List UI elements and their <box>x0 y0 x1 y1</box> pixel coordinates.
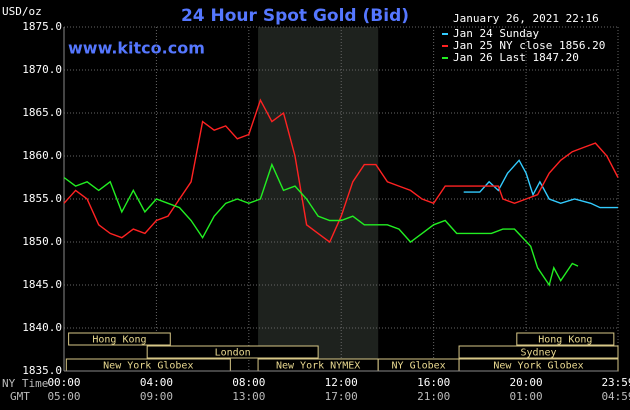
price-line <box>63 162 579 287</box>
session-label: NY Globex <box>392 361 446 372</box>
session-box <box>68 332 171 346</box>
x2-tick-label: 05:00 <box>47 390 80 403</box>
session-box <box>516 332 615 346</box>
x2-tick-label: 17:00 <box>325 390 358 403</box>
site-label: www.kitco.com <box>68 39 205 58</box>
y-tick-label: 1870.0 <box>22 63 62 76</box>
price-line <box>63 98 619 244</box>
x-tick-label: 00:00 <box>47 376 80 389</box>
session-label: London <box>215 348 251 359</box>
y-tick-label: 1855.0 <box>22 192 62 205</box>
x2-axis-label: GMT <box>10 390 30 403</box>
y-tick-label: 1845.0 <box>22 278 62 291</box>
legend-label: Jan 24 Sunday <box>453 27 539 40</box>
x-tick-label: 16:00 <box>417 376 450 389</box>
x-tick-label: 12:00 <box>325 376 358 389</box>
y-tick-label: 1835.0 <box>22 364 62 377</box>
session-label: New York Globex <box>493 361 583 372</box>
session-label: Hong Kong <box>538 335 592 346</box>
legend-label: Jan 26 Last 1847.20 <box>453 51 579 64</box>
x2-tick-label: 01:00 <box>509 390 542 403</box>
session-box <box>146 345 319 359</box>
y-tick-label: 1875.0 <box>22 20 62 33</box>
shaded-range <box>258 27 379 371</box>
y-axis-label: USD/oz <box>2 5 42 18</box>
x-tick-label: 04:00 <box>140 376 173 389</box>
y-tick-label: 1860.0 <box>22 149 62 162</box>
x-axis-label: NY Time <box>2 377 48 390</box>
session-label: Sydney <box>520 348 556 359</box>
session-label: New York NYMEX <box>276 361 360 372</box>
x-tick-label: 23:59 <box>601 376 630 389</box>
chart-title: 24 Hour Spot Gold (Bid) <box>181 6 409 26</box>
x2-tick-label: 04:59 <box>601 390 630 403</box>
x-tick-label: 08:00 <box>232 376 265 389</box>
session-label: New York Globex <box>103 361 193 372</box>
y-tick-label: 1865.0 <box>22 106 62 119</box>
x-tick-label: 20:00 <box>509 376 542 389</box>
y-tick-label: 1840.0 <box>22 321 62 334</box>
x2-tick-label: 13:00 <box>232 390 265 403</box>
session-label: Hong Kong <box>92 335 146 346</box>
session-box <box>458 345 619 359</box>
timestamp: January 26, 2021 22:16 <box>453 12 599 25</box>
y-tick-label: 1850.0 <box>22 235 62 248</box>
price-line <box>463 159 618 209</box>
x2-tick-label: 21:00 <box>417 390 450 403</box>
legend-label: Jan 25 NY close 1856.20 <box>453 39 605 52</box>
x2-tick-label: 09:00 <box>140 390 173 403</box>
